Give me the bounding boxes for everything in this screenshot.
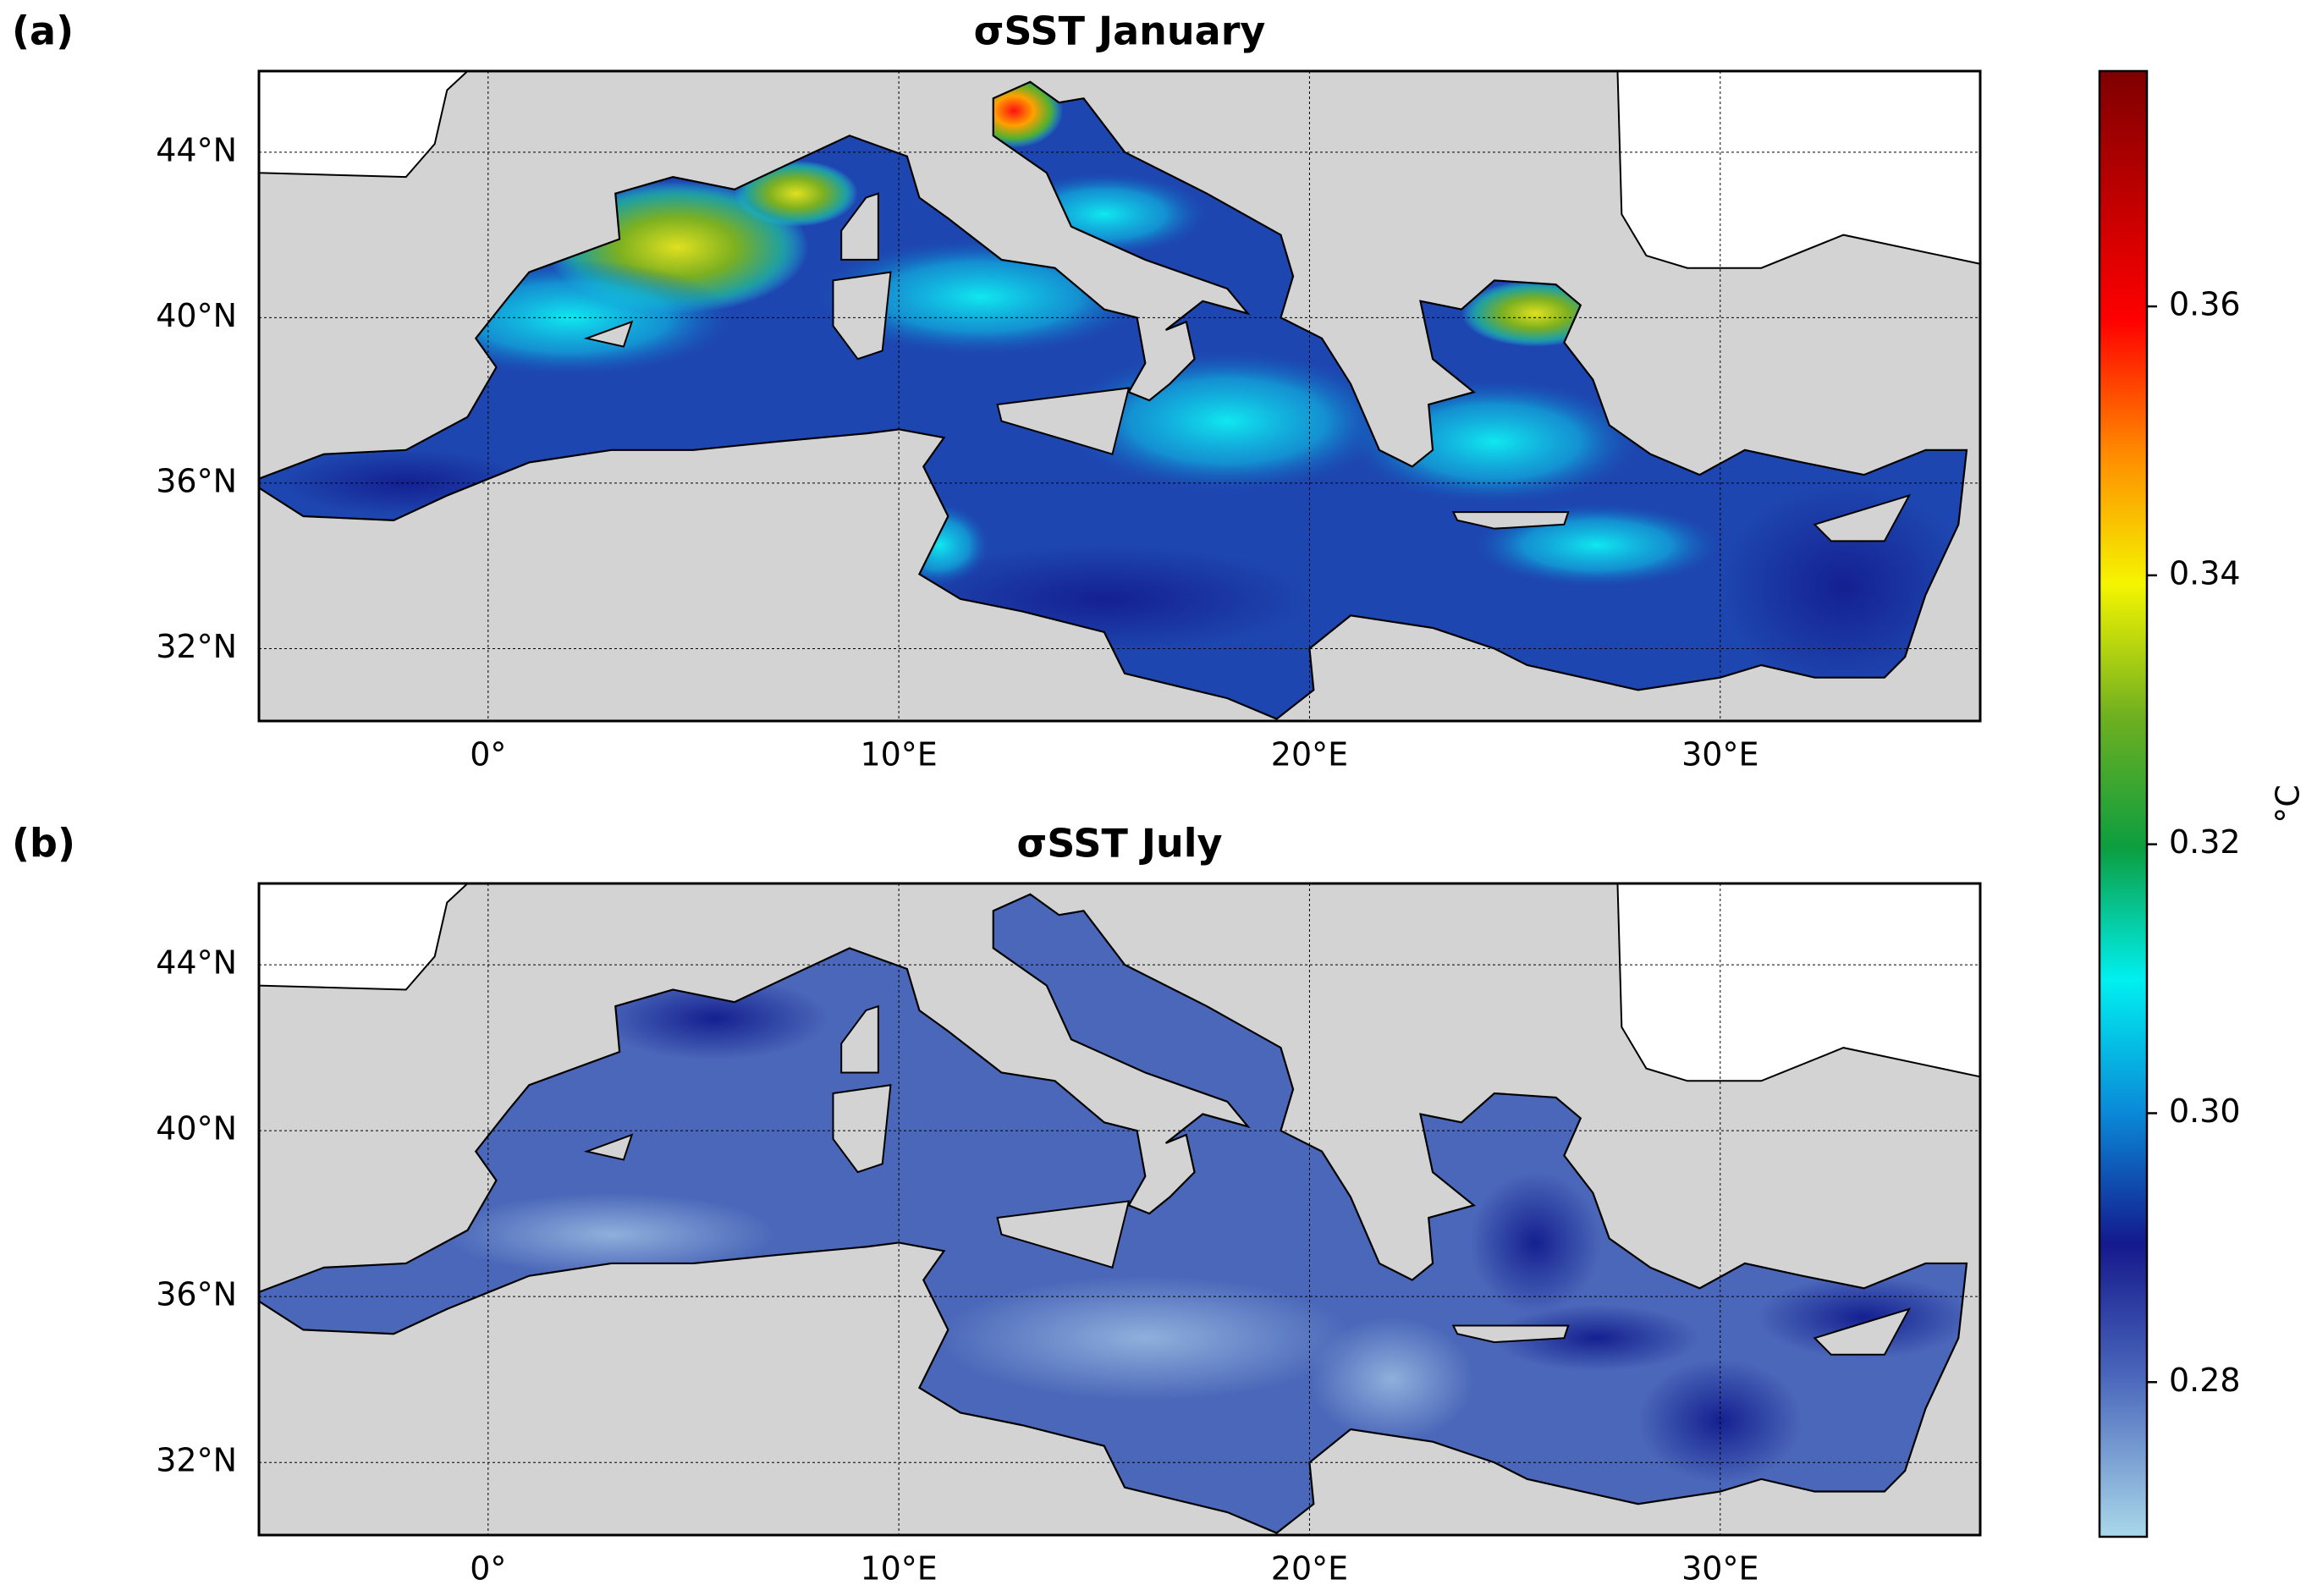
sst-pattern — [598, 977, 829, 1060]
y-tick-label: 40°N — [156, 297, 237, 334]
island — [1451, 1324, 1570, 1344]
coastline — [259, 893, 1968, 1534]
colorbar-tick-label: 0.34 — [2169, 554, 2241, 592]
colorbar-tick-label: 0.28 — [2169, 1362, 2241, 1399]
y-tick-label: 36°N — [156, 462, 237, 499]
panel-title: σSST January — [974, 8, 1266, 54]
outside-domain — [1616, 883, 1980, 1082]
island — [840, 1004, 879, 1074]
axes-frame — [257, 69, 1982, 723]
map-content — [259, 71, 1980, 721]
sst-pattern — [939, 1275, 1351, 1401]
island — [996, 1200, 1131, 1269]
island — [1451, 511, 1570, 530]
x-tick-label: 20°E — [1271, 736, 1348, 773]
coastline — [259, 80, 1968, 720]
sst-pattern — [1494, 1304, 1700, 1372]
y-tick-label: 36°N — [156, 1276, 237, 1313]
x-tick-label: 20°E — [1271, 1550, 1348, 1588]
sst-pattern — [1720, 482, 1967, 691]
map-content — [259, 883, 1980, 1535]
y-tick-label: 44°N — [156, 944, 237, 982]
panel-title: σSST July — [1016, 821, 1222, 867]
x-tick-label: 10°E — [860, 736, 937, 773]
x-tick-label: 30°E — [1681, 736, 1758, 773]
colorbar: 0.28 0.30 0.32 0.34 0.36 °C — [2098, 69, 2307, 1538]
y-tick-label: 40°N — [156, 1110, 237, 1147]
x-tick-label: 30°E — [1681, 1550, 1758, 1588]
y-tick-label: 32°N — [156, 628, 237, 665]
panel-label: (a) — [12, 8, 74, 54]
y-tick-label: 44°N — [156, 131, 237, 168]
outside-domain — [259, 71, 470, 179]
sst-pattern — [1469, 1172, 1602, 1313]
island — [832, 271, 892, 360]
colorbar-tick-label: 0.36 — [2169, 286, 2241, 323]
colorbar-ramp — [2098, 69, 2149, 1538]
island — [583, 320, 634, 348]
island — [583, 1133, 634, 1161]
island — [996, 387, 1131, 455]
sst-pattern — [1757, 1275, 1967, 1359]
x-tick-label: 0° — [470, 736, 506, 773]
x-tick-label: 10°E — [860, 1550, 937, 1588]
colorbar-tick-label: 0.30 — [2169, 1092, 2241, 1130]
sst-pattern — [735, 160, 858, 227]
island — [832, 1084, 892, 1174]
island — [840, 192, 879, 261]
panel-label: (b) — [12, 821, 75, 867]
map-panel: 0° 10°E 20°E 30°E 32°N 36°N 40°N 44°N σSST Janua… — [12, 8, 1982, 773]
map-panel: 0° 10°E 20°E 30°E 32°N 36°N 40°N 44°N σSST July (… — [12, 821, 1982, 1588]
sst-pattern — [447, 1192, 776, 1276]
colorbar-label: °C — [2270, 784, 2307, 823]
x-tick-label: 0° — [470, 1550, 506, 1588]
sst-pattern — [1309, 1317, 1474, 1442]
y-tick-label: 32°N — [156, 1442, 237, 1479]
outside-domain — [1616, 71, 1980, 269]
island — [1813, 493, 1912, 542]
colorbar-tick-label: 0.32 — [2169, 823, 2241, 861]
axes-frame — [257, 882, 1982, 1537]
sst-pattern — [1637, 1358, 1802, 1483]
island — [1813, 1307, 1912, 1356]
outside-domain — [259, 883, 470, 991]
